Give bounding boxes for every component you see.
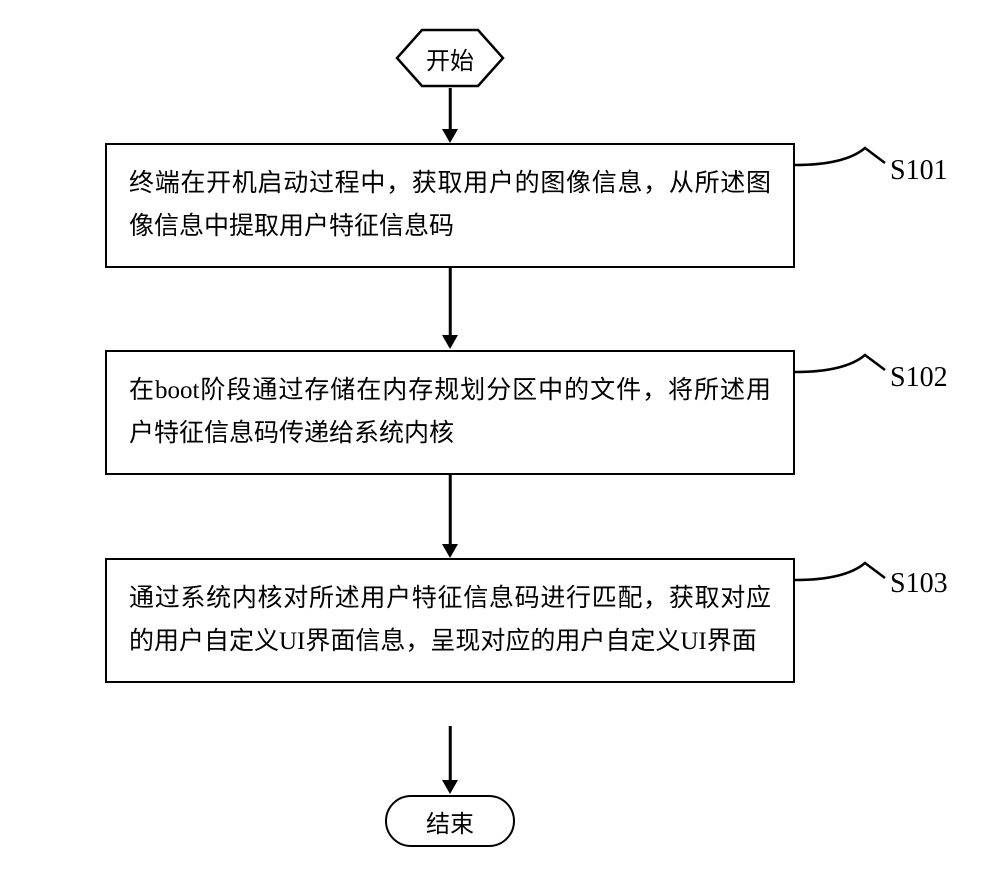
step3-text: 通过系统内核对所述用户特征信息码进行匹配，获取对应的用户自定义UI界面信息，呈现… bbox=[129, 585, 771, 655]
step2-text: 在boot阶段通过存储在内存规划分区中的文件，将所述用户特征信息码传递给系统内核 bbox=[129, 377, 771, 447]
arrow-1-line bbox=[449, 88, 452, 130]
step2-box: 在boot阶段通过存储在内存规划分区中的文件，将所述用户特征信息码传递给系统内核 bbox=[105, 350, 795, 475]
start-text: 开始 bbox=[426, 41, 474, 76]
arrow-2-line bbox=[449, 268, 452, 336]
step3-connector bbox=[795, 558, 890, 608]
start-node: 开始 bbox=[395, 28, 505, 88]
end-node: 结束 bbox=[385, 795, 515, 847]
arrow-3-line bbox=[449, 475, 452, 545]
end-text: 结束 bbox=[426, 804, 474, 839]
step1-text: 终端在开机启动过程中，获取用户的图像信息，从所述图像信息中提取用户特征信息码 bbox=[129, 170, 771, 240]
arrow-3-head bbox=[442, 544, 458, 558]
arrow-4-head bbox=[442, 780, 458, 794]
step3-box: 通过系统内核对所述用户特征信息码进行匹配，获取对应的用户自定义UI界面信息，呈现… bbox=[105, 558, 795, 683]
arrow-2-head bbox=[442, 335, 458, 349]
step2-label: S102 bbox=[890, 362, 948, 394]
step1-label: S101 bbox=[890, 155, 948, 187]
arrow-4-line bbox=[449, 726, 452, 781]
step1-connector bbox=[795, 143, 890, 193]
step3-label: S103 bbox=[890, 568, 948, 600]
flowchart-container: 开始 终端在开机启动过程中，获取用户的图像信息，从所述图像信息中提取用户特征信息… bbox=[0, 0, 1000, 875]
arrow-1-head bbox=[442, 129, 458, 143]
step1-box: 终端在开机启动过程中，获取用户的图像信息，从所述图像信息中提取用户特征信息码 bbox=[105, 143, 795, 268]
step2-connector bbox=[795, 350, 890, 400]
